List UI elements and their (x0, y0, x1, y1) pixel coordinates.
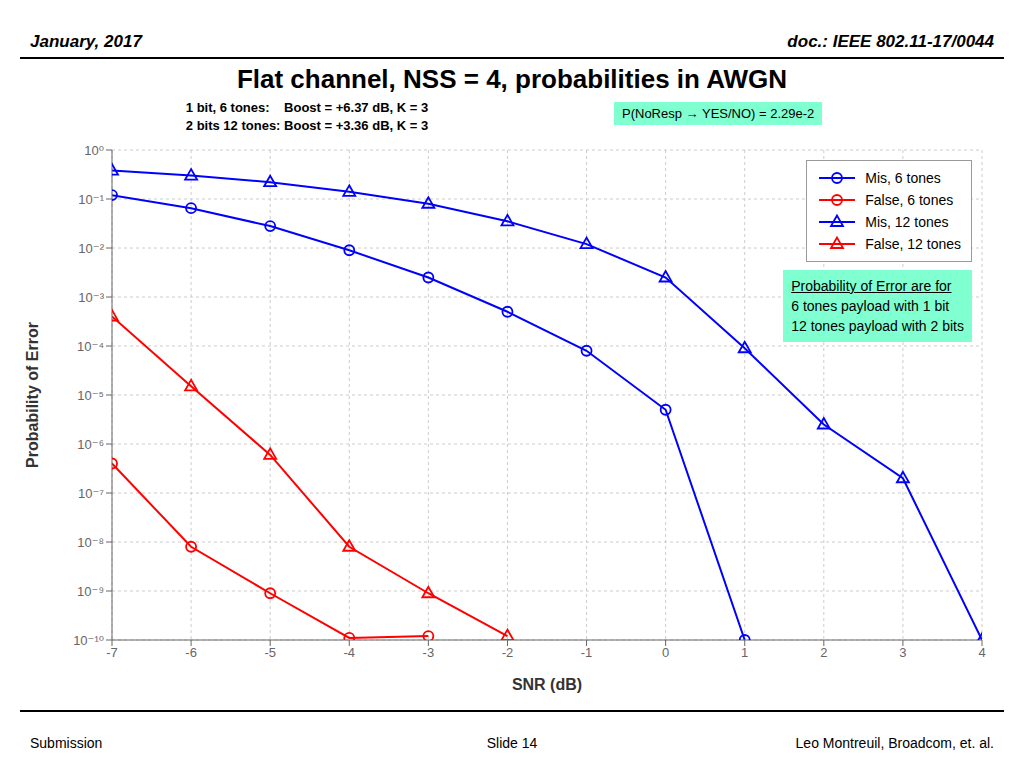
svg-text:10⁻⁷: 10⁻⁷ (78, 486, 104, 501)
svg-text:10⁻¹⁰: 10⁻¹⁰ (73, 633, 104, 648)
svg-text:-7: -7 (106, 645, 118, 660)
svg-text:10⁻¹: 10⁻¹ (78, 192, 104, 207)
html-text:Submission: Submission (30, 735, 103, 751)
svg-text:SNR (dB): SNR (dB) (512, 676, 582, 693)
svg-text:10⁻³: 10⁻³ (78, 290, 104, 305)
svg-text:-3: -3 (423, 645, 435, 660)
html-text:P(NoResp → YES/NO) = 2.29e-2: P(NoResp → YES/NO) = 2.29e-2 (622, 106, 815, 121)
html-text:12 tones payload with 2 bits: 12 tones payload with 2 bits (791, 318, 964, 334)
svg-text:10⁻⁶: 10⁻⁶ (77, 437, 104, 452)
html-text:Leo Montreuil, Broadcom, et. a: Leo Montreuil, Broadcom, et. al. (795, 735, 994, 751)
svg-text:-6: -6 (185, 645, 197, 660)
html-text:2 bits 12 tones: Boost = +3.36: 2 bits 12 tones: Boost = +3.36 dB, K = 3 (185, 118, 429, 133)
svg-text:10⁻⁹: 10⁻⁹ (77, 584, 104, 599)
html-text:False, 6 tones: False, 6 tones (865, 192, 954, 208)
html-text:doc.: IEEE 802.11-17/0044: doc.: IEEE 802.11-17/0044 (787, 32, 994, 51)
html-text:1 bit, 6 tones: Boost = +6.37: 1 bit, 6 tones: Boost = +6.37 dB, K = 3 (185, 100, 429, 115)
html-text:False, 12 tones: False, 12 tones (865, 236, 961, 252)
html-text:6 tones payload with 1 bit: 6 tones payload with 1 bit (791, 298, 950, 314)
svg-text:-2: -2 (502, 645, 514, 660)
html-text:Flat channel, NSS = 4, probabi: Flat channel, NSS = 4, probabilities in … (236, 64, 788, 94)
svg-text:-1: -1 (581, 645, 593, 660)
svg-text:10⁻⁸: 10⁻⁸ (77, 535, 104, 550)
svg-text:4: 4 (978, 645, 985, 660)
svg-text:-5: -5 (264, 645, 276, 660)
html-text:January, 2017: January, 2017 (30, 32, 142, 51)
svg-text:1: 1 (741, 645, 748, 660)
html-text:Slide 14: Slide 14 (486, 735, 538, 751)
svg-text:10⁰: 10⁰ (84, 143, 104, 158)
svg-text:Probability of Error: Probability of Error (24, 322, 41, 468)
svg-text:2: 2 (820, 645, 827, 660)
html-text:Mis, 12 tones: Mis, 12 tones (865, 214, 949, 230)
html-text:Mis, 6 tones: Mis, 6 tones (865, 170, 941, 186)
svg-text:0: 0 (662, 645, 669, 660)
svg-text:10⁻⁵: 10⁻⁵ (77, 388, 104, 403)
svg-text:10⁻²: 10⁻² (78, 241, 104, 256)
svg-text:3: 3 (899, 645, 906, 660)
html-text:Probability of Error are for: Probability of Error are for (791, 278, 952, 294)
svg-text:-4: -4 (343, 645, 355, 660)
svg-text:10⁻⁴: 10⁻⁴ (77, 339, 104, 354)
